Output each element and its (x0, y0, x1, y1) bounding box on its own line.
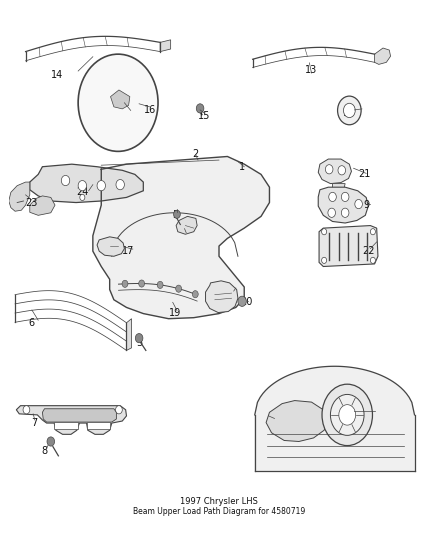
Circle shape (343, 103, 355, 118)
Text: 17: 17 (122, 246, 135, 256)
Circle shape (139, 280, 145, 287)
Circle shape (341, 208, 349, 217)
Polygon shape (205, 281, 238, 312)
Text: 20: 20 (240, 297, 253, 308)
Text: 2: 2 (193, 149, 199, 159)
Polygon shape (97, 237, 124, 256)
Polygon shape (332, 183, 345, 192)
Circle shape (23, 406, 30, 414)
Text: 5: 5 (136, 338, 142, 348)
Circle shape (78, 54, 158, 151)
Polygon shape (266, 401, 328, 441)
Polygon shape (30, 164, 143, 203)
Circle shape (116, 406, 122, 414)
Polygon shape (374, 48, 391, 64)
Circle shape (192, 290, 198, 298)
Circle shape (328, 208, 336, 217)
Circle shape (325, 165, 333, 174)
Text: 1997 Chrysler LHS: 1997 Chrysler LHS (180, 497, 258, 506)
Text: 12: 12 (343, 108, 356, 118)
Text: 3: 3 (229, 287, 235, 297)
Text: 19: 19 (169, 308, 181, 318)
Text: 14: 14 (51, 70, 63, 79)
Polygon shape (9, 182, 30, 211)
Text: 5: 5 (172, 211, 178, 220)
Circle shape (371, 229, 375, 235)
Circle shape (122, 280, 128, 287)
Text: Beam Upper Load Path Diagram for 4580719: Beam Upper Load Path Diagram for 4580719 (133, 506, 305, 515)
Circle shape (80, 195, 85, 200)
Circle shape (339, 405, 356, 425)
Circle shape (47, 437, 55, 446)
Circle shape (157, 281, 163, 288)
Text: 21: 21 (358, 169, 370, 180)
Polygon shape (42, 409, 117, 422)
Circle shape (61, 175, 70, 185)
Circle shape (322, 384, 372, 446)
Polygon shape (54, 422, 78, 429)
Polygon shape (30, 196, 55, 215)
Polygon shape (255, 366, 414, 471)
Circle shape (97, 181, 106, 191)
Text: 8: 8 (42, 446, 48, 456)
Circle shape (78, 181, 87, 191)
Text: 16: 16 (144, 106, 156, 116)
Circle shape (338, 96, 361, 125)
Text: 10: 10 (347, 407, 360, 417)
Circle shape (341, 192, 349, 201)
Circle shape (135, 334, 143, 343)
Polygon shape (160, 40, 171, 52)
Circle shape (329, 192, 336, 201)
Text: 7: 7 (31, 417, 37, 427)
Circle shape (196, 104, 204, 113)
Circle shape (355, 199, 362, 209)
Text: 13: 13 (305, 64, 318, 75)
Circle shape (116, 180, 124, 190)
Polygon shape (110, 90, 130, 109)
Circle shape (321, 229, 327, 235)
Text: 24: 24 (76, 187, 88, 197)
Text: 9: 9 (363, 200, 369, 210)
Text: 15: 15 (198, 110, 211, 120)
Polygon shape (87, 422, 110, 429)
Text: 6: 6 (29, 318, 35, 328)
Text: 11: 11 (268, 415, 280, 425)
Circle shape (338, 166, 346, 175)
Text: 22: 22 (362, 246, 374, 256)
Polygon shape (318, 187, 368, 223)
Polygon shape (318, 159, 351, 183)
Text: 18: 18 (177, 223, 189, 233)
Polygon shape (16, 406, 127, 434)
Polygon shape (127, 319, 131, 350)
Text: 23: 23 (26, 198, 38, 207)
Circle shape (371, 257, 375, 263)
Circle shape (330, 394, 364, 435)
Circle shape (238, 296, 246, 306)
Circle shape (176, 285, 182, 292)
Circle shape (321, 257, 327, 263)
Polygon shape (319, 225, 378, 266)
Polygon shape (93, 157, 269, 319)
Text: 1: 1 (239, 161, 245, 172)
Polygon shape (176, 216, 197, 235)
Circle shape (173, 210, 180, 219)
